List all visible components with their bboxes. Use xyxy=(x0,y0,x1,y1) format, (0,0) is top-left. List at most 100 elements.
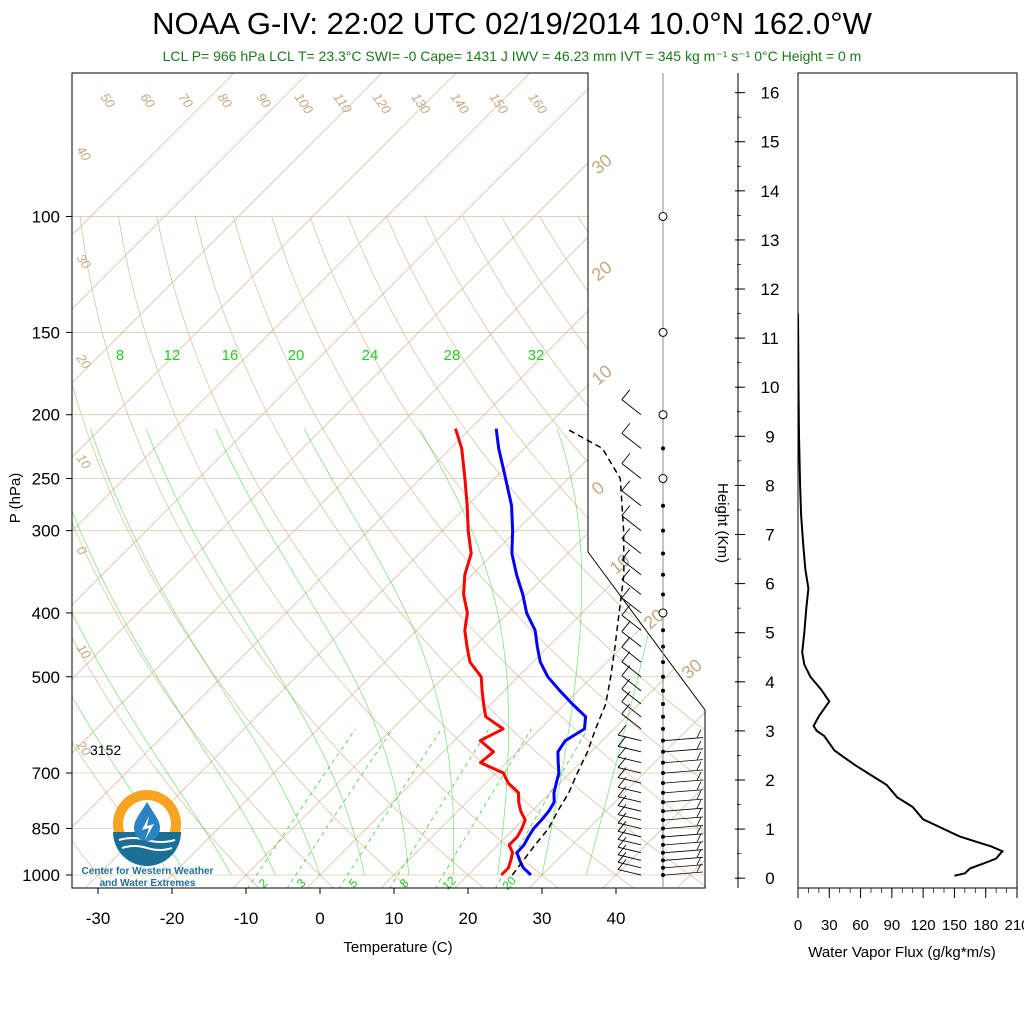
dry-adiabat xyxy=(72,216,110,888)
skewed-temp-label: 30 xyxy=(588,150,616,178)
wind-barb xyxy=(621,646,642,663)
wind-barb-feather xyxy=(696,771,702,781)
dry-adiabat-label: 90 xyxy=(254,90,275,111)
dry-adiabat-label: 30 xyxy=(74,251,95,272)
wind-level-dot xyxy=(661,760,665,765)
temp-tick-label: -30 xyxy=(86,909,111,928)
dry-adiabat-label: 120 xyxy=(370,90,395,117)
wind-barb xyxy=(621,559,642,576)
wind-barb-feather xyxy=(621,636,631,648)
wind-barb xyxy=(664,798,704,803)
wind-barb-feather xyxy=(621,604,631,616)
cw3e-logo: Center for Western Weather and Water Ext… xyxy=(70,788,225,898)
wind-barb-feather xyxy=(696,849,702,858)
wind-barb xyxy=(664,779,704,784)
wind-level-dot xyxy=(661,726,665,731)
isotherm-line xyxy=(306,73,705,888)
parcel-profile xyxy=(511,428,625,876)
wind-level-dot xyxy=(661,749,665,754)
wind-barb xyxy=(617,786,642,794)
height-tick-label: 6 xyxy=(765,575,774,594)
flux-tick-label: 0 xyxy=(794,917,802,934)
wind-barb-feather xyxy=(617,852,627,863)
wind-barb xyxy=(617,846,642,854)
wind-barb-feather xyxy=(696,800,702,809)
temp-tick-label: 10 xyxy=(385,909,404,928)
wind-barb-feather xyxy=(617,724,627,736)
pressure-tick-label: 200 xyxy=(32,406,60,425)
isotherm-line xyxy=(676,73,705,888)
wind-barb xyxy=(617,822,642,829)
wind-barb-feather xyxy=(696,833,702,843)
wind-barb xyxy=(617,814,642,821)
dry-adiabat xyxy=(156,216,635,888)
wind-barb xyxy=(621,399,642,416)
temp-tick-label: 30 xyxy=(533,909,552,928)
dry-adiabat xyxy=(770,217,1024,890)
wind-barb-feather xyxy=(621,453,631,464)
wind-barb-feather xyxy=(621,621,631,632)
dry-adiabat-label: 70 xyxy=(176,90,197,111)
temp-tick-label: -20 xyxy=(160,909,185,928)
wind-barb-feather xyxy=(617,844,627,856)
temp-tick-label: -10 xyxy=(234,909,259,928)
height-tick-label: 13 xyxy=(761,231,780,250)
dewpoint-profile xyxy=(494,428,588,877)
wind-barb-feather xyxy=(617,821,627,832)
dry-adiabat-label: 10 xyxy=(74,451,95,472)
mixing-ratio-bottom-label: 20 xyxy=(499,873,519,893)
skewt-ylabel: P (hPa) xyxy=(7,473,24,524)
wind-calm-circle xyxy=(658,474,668,484)
flux-tick-label: 180 xyxy=(973,917,998,934)
wind-barb-feather xyxy=(696,729,702,738)
skewed-temp-label: 10 xyxy=(588,361,616,389)
wind-level-dot xyxy=(661,790,665,795)
wind-barb xyxy=(617,734,642,742)
wind-level-dot xyxy=(661,842,665,847)
isotherm-line xyxy=(72,73,679,888)
wind-barb xyxy=(664,864,704,869)
isotherm-line xyxy=(72,73,235,888)
pressure-tick-label: 300 xyxy=(32,522,60,541)
wind-barb-feather xyxy=(696,817,702,826)
wind-barb xyxy=(617,745,642,753)
wind-level-dot xyxy=(661,809,665,814)
isotherm-line xyxy=(72,73,705,888)
wind-barb xyxy=(617,830,642,838)
dry-adiabat xyxy=(577,216,705,888)
flux-tick-label: 90 xyxy=(884,917,901,934)
logo-text-line2: and Water Extremes xyxy=(99,878,196,889)
wind-level-dot xyxy=(661,817,665,822)
wind-level-dot xyxy=(661,572,665,577)
height-tick-label: 15 xyxy=(761,133,780,152)
moist-adiabat xyxy=(419,428,510,876)
wind-barb-feather xyxy=(617,829,627,840)
wind-barb xyxy=(664,849,704,854)
wind-barbs-column xyxy=(617,73,704,888)
skewed-temp-label: 10 xyxy=(606,550,634,578)
height-tick-label: 4 xyxy=(765,673,774,692)
wind-barb xyxy=(664,759,704,763)
wind-barb-feather xyxy=(621,691,631,702)
temp-tick-label: 40 xyxy=(607,909,626,928)
skewt-profiles xyxy=(454,428,625,877)
wind-barb-feather xyxy=(617,836,627,848)
wind-barb-feather xyxy=(696,740,702,749)
flux-tick-label: 30 xyxy=(821,917,838,934)
mixing-ratio-line xyxy=(246,728,356,888)
flux-tick-label: 210 xyxy=(1004,917,1024,934)
dry-adiabat-label: 160 xyxy=(526,90,551,117)
wind-calm-circle xyxy=(658,211,668,221)
dry-adiabat xyxy=(462,216,705,888)
wind-barb xyxy=(621,515,642,532)
pressure-tick-label: 700 xyxy=(32,764,60,783)
wind-level-dot xyxy=(661,592,665,597)
wind-barb xyxy=(621,597,642,614)
pressure-tick-label: 1000 xyxy=(22,866,60,885)
wind-barb-feather xyxy=(621,569,631,580)
height-tick-label: 7 xyxy=(765,526,774,545)
wind-calm-circle xyxy=(658,608,668,618)
mixing-ratio-line xyxy=(434,728,532,888)
mixing-ratio-line xyxy=(388,728,490,888)
temp-tick-label: 0 xyxy=(315,909,324,928)
